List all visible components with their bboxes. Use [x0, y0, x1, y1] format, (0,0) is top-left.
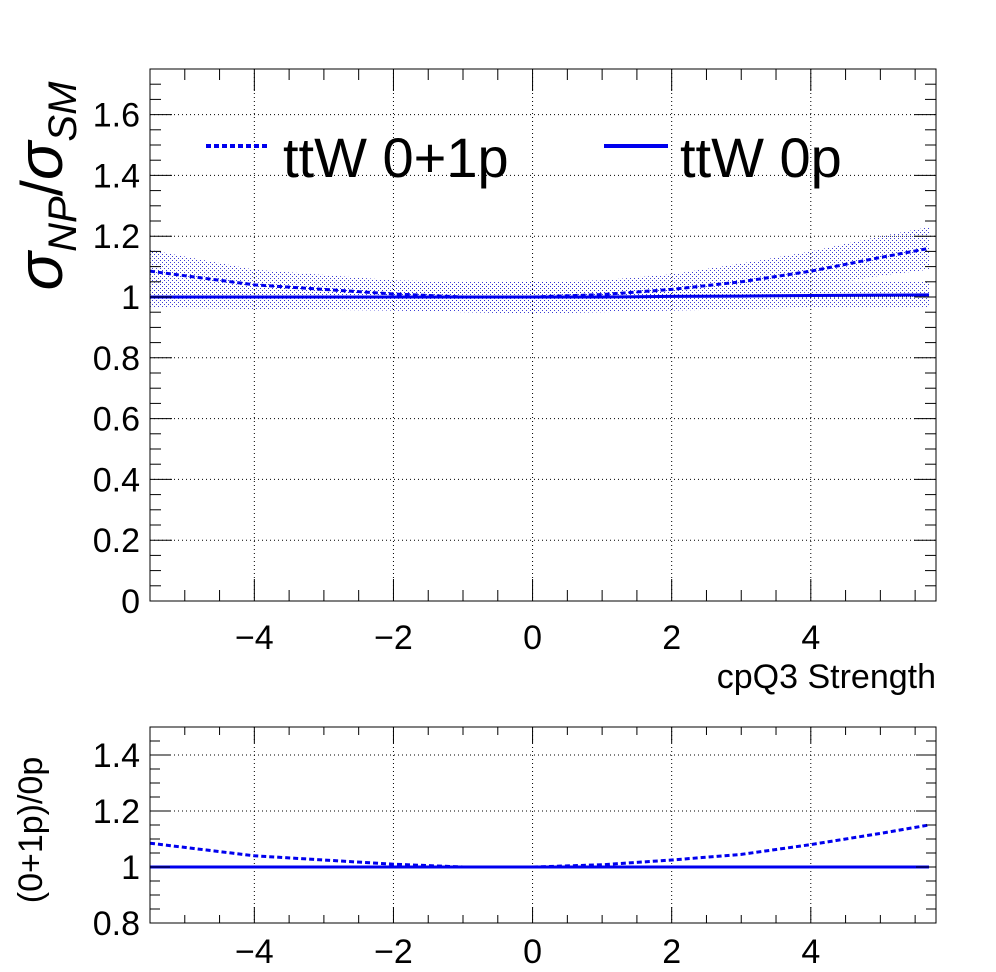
- upper-lines: [149, 246, 930, 299]
- lower-ticks: [149, 726, 936, 924]
- y-tick-label: 1: [121, 279, 140, 317]
- upper-ticks: [149, 68, 936, 602]
- y-tick-label: 0.6: [93, 401, 140, 439]
- series-line-ratio: [149, 823, 930, 869]
- y-tick-label: 1.6: [93, 97, 140, 135]
- y-tick-label: 1.4: [93, 737, 140, 775]
- y-tick-label: 0.2: [93, 522, 140, 560]
- lower-panel: −4 −2 0 2 4 0.8 1 1.2 1.4 (0+1p)/0p: [12, 726, 937, 971]
- y-title-slash: /: [10, 179, 75, 196]
- upper-y-axis-title: σNP/σSM: [4, 81, 85, 291]
- x-tick-label: 0: [523, 619, 542, 657]
- y-tick-label: 1: [121, 849, 140, 887]
- y-title-sigma-np: σ: [4, 249, 76, 290]
- y-tick-label: 0.8: [93, 905, 140, 943]
- legend: ttW 0+1p ttW 0p: [206, 126, 842, 189]
- lower-x-tick-labels: −4 −2 0 2 4: [235, 933, 820, 971]
- legend-label-ttw-0plus1p: ttW 0+1p: [283, 126, 509, 189]
- x-tick-label: −4: [235, 619, 274, 657]
- series-line-ttw-0p: [150, 293, 930, 299]
- x-tick-label: 2: [662, 933, 681, 971]
- lower-y-axis-title: (0+1p)/0p: [12, 757, 50, 904]
- y-title-sm-subscript: SM: [41, 81, 85, 142]
- x-tick-label: −2: [374, 619, 413, 657]
- lower-y-tick-labels: 0.8 1 1.2 1.4: [93, 737, 140, 943]
- legend-label-ttw-0p: ttW 0p: [680, 126, 842, 189]
- lower-grid: [150, 727, 936, 924]
- x-tick-label: 0: [523, 933, 542, 971]
- upper-plot-frame: [149, 68, 937, 602]
- upper-panel: −4 −2 0 2 4 0 0.2 0.4 0.6 0.8 1 1.2 1.4 1.6 cpQ3 Str…: [4, 68, 937, 696]
- y-title-sigma-sm: σ: [4, 139, 76, 180]
- lower-plot-frame: [149, 726, 937, 924]
- x-tick-label: 2: [662, 619, 681, 657]
- x-tick-label: −2: [374, 933, 413, 971]
- lower-lines: [149, 823, 930, 869]
- upper-x-tick-labels: −4 −2 0 2 4: [235, 619, 820, 657]
- upper-x-axis-title: cpQ3 Strength: [717, 658, 936, 696]
- y-tick-label: 1.4: [93, 157, 140, 195]
- y-tick-label: 0.8: [93, 340, 140, 378]
- x-tick-label: 4: [801, 933, 820, 971]
- upper-y-tick-labels: 0 0.2 0.4 0.6 0.8 1 1.2 1.4 1.6: [93, 97, 140, 621]
- x-tick-label: −4: [235, 933, 274, 971]
- y-tick-label: 1.2: [93, 218, 140, 256]
- y-tick-label: 1.2: [93, 793, 140, 831]
- y-tick-label: 0: [121, 583, 140, 621]
- x-tick-label: 4: [801, 619, 820, 657]
- y-tick-label: 0.4: [93, 461, 140, 499]
- y-title-np-subscript: NP: [41, 196, 85, 252]
